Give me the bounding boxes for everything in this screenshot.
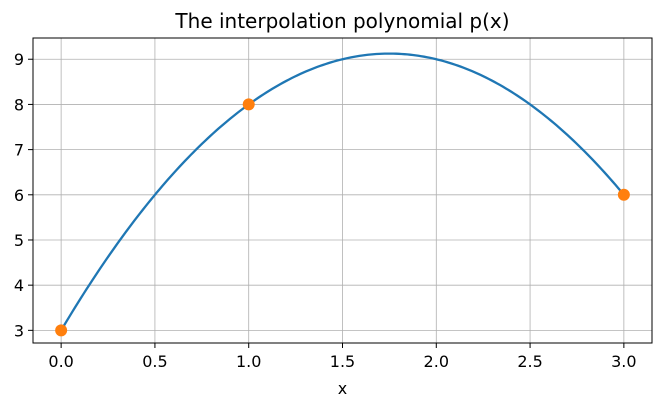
series-points (55, 98, 630, 337)
x-tick-label: 2.0 (424, 352, 449, 371)
x-axis-label: x (338, 379, 347, 398)
series-curve (60, 52, 625, 331)
data-point (242, 98, 255, 111)
data-point (617, 188, 630, 201)
x-tick-label: 0.5 (142, 352, 167, 371)
x-tick-label: 3.0 (611, 352, 636, 371)
data-point (55, 324, 68, 337)
y-tick-label: 5 (14, 231, 24, 250)
y-tick-label: 4 (14, 276, 24, 295)
x-tick-label: 0.0 (48, 352, 73, 371)
grid (33, 38, 652, 343)
chart-title: The interpolation polynomial p(x) (174, 9, 509, 33)
y-tick-label: 6 (14, 186, 24, 205)
y-tick-label: 8 (14, 95, 24, 114)
y-tick-label: 9 (14, 50, 24, 69)
y-tick-label: 3 (14, 321, 24, 340)
x-tick-label: 2.5 (517, 352, 542, 371)
x-tick-label: 1.5 (330, 352, 355, 371)
x-tick-label: 1.0 (236, 352, 261, 371)
y-tick-label: 7 (14, 141, 24, 160)
curve-line (60, 52, 625, 331)
axis-ticks: 0.0 0.5 1.0 1.5 2.0 2.5 3.0 3 4 5 6 7 8 9 (14, 50, 637, 371)
